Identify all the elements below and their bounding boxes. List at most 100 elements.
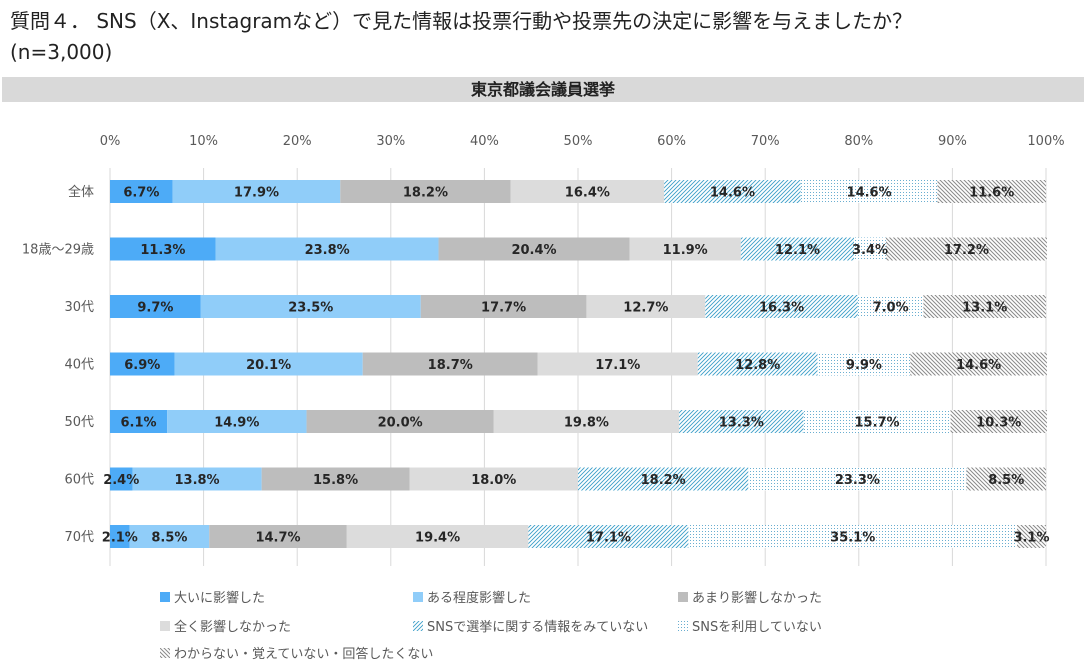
data-label: 14.7% [255, 531, 300, 546]
bar-segment [110, 237, 216, 261]
bar-segment [803, 410, 951, 433]
data-label: 17.9% [234, 186, 279, 201]
data-label: 16.4% [565, 186, 610, 201]
data-label: 6.1% [121, 416, 157, 431]
bar-segment [110, 295, 201, 318]
x-tick-label: 60% [657, 134, 686, 149]
bar-segment [923, 295, 1046, 318]
bar-segment [697, 352, 818, 376]
bar-segment [966, 467, 1046, 491]
legend-swatch [160, 648, 170, 658]
category-label: 30代 [64, 300, 94, 315]
data-label: 9.9% [846, 358, 882, 373]
bar-segment [493, 410, 680, 433]
legend-swatch [160, 621, 170, 631]
data-label: 13.3% [719, 416, 764, 431]
data-label: 19.4% [415, 531, 460, 546]
bar-segment [950, 410, 1047, 433]
x-tick-label: 30% [376, 134, 405, 149]
chart-title-line-2: (n=3,000) [10, 40, 113, 64]
legend-label: あまり影響しなかった [692, 590, 822, 606]
bars-layer: 6.7% 17.9% 18.2% 16.4% 14.6% 14.6% 11.6% 11.3% 2… [102, 180, 1050, 548]
x-tick-label: 90% [938, 134, 967, 149]
data-label: 17.2% [944, 243, 989, 258]
bar-segment [1016, 525, 1046, 548]
data-label: 15.8% [313, 473, 358, 488]
bar-segment [261, 467, 410, 491]
data-label: 8.5% [151, 531, 187, 546]
bar-segment [586, 295, 706, 318]
data-label: 12.7% [623, 301, 668, 316]
data-label: 17.1% [586, 531, 631, 546]
bar-segment [748, 467, 967, 491]
bar-segment [528, 525, 689, 548]
bar-segment [705, 295, 858, 318]
bar-segment [510, 180, 665, 203]
bar-segment [167, 410, 307, 433]
bar-segment [346, 525, 529, 548]
bar-segment [110, 352, 175, 376]
data-label: 18.0% [471, 473, 516, 488]
x-tick-label: 70% [751, 134, 780, 149]
bar-segment [172, 180, 341, 203]
data-label: 7.0% [873, 301, 909, 316]
x-tick-label: 50% [564, 134, 593, 149]
bar-segment [688, 525, 1017, 548]
data-label: 14.6% [710, 186, 755, 201]
data-label: 18.2% [403, 186, 448, 201]
bar-segment [885, 237, 1047, 261]
bar-segment [537, 352, 698, 376]
category-label: 50代 [64, 415, 94, 430]
data-label: 12.1% [775, 243, 820, 258]
category-label: 40代 [64, 358, 94, 373]
legend-label: わからない・覚えていない・回答したくない [174, 646, 433, 662]
data-label: 14.6% [956, 358, 1001, 373]
bar-segment [629, 237, 741, 261]
data-label: 20.1% [246, 358, 291, 373]
bar-segment [110, 410, 168, 433]
data-label: 3.4% [852, 243, 888, 258]
x-axis-tick-labels: 0% 10% 20% 30% 40% 50% 60% 70% 80% 90% 100% [100, 134, 1065, 149]
legend-swatch [160, 592, 170, 602]
data-label: 13.8% [174, 473, 219, 488]
x-tick-label: 20% [283, 134, 312, 149]
bar-segment [854, 237, 886, 261]
bar-segment [578, 467, 749, 491]
legend-swatch [413, 621, 423, 631]
data-label: 18.7% [428, 358, 473, 373]
data-label: 2.4% [103, 473, 139, 488]
legend-label: SNSで選挙に関する情報をみていない [427, 620, 648, 635]
data-label: 10.3% [976, 416, 1021, 431]
data-label: 9.7% [137, 301, 173, 316]
legend-label: ある程度影響した [427, 590, 531, 606]
bar-segment [306, 410, 494, 433]
legend-label: SNSを利用していない [692, 620, 822, 635]
bar-segment [110, 525, 130, 548]
bar-segment [174, 352, 363, 376]
bar-segment [215, 237, 439, 261]
bar-segment [857, 295, 924, 318]
bar-segment [910, 352, 1047, 376]
chart-title-line-1: 質問４． SNS（X、Instagramなど）で見た情報は投票行動や投票先の決定… [10, 9, 913, 33]
data-label: 16.3% [759, 301, 804, 316]
bar-segment [937, 180, 1046, 203]
x-tick-label: 40% [470, 134, 499, 149]
bar-segment [438, 237, 630, 261]
data-label: 20.0% [378, 416, 423, 431]
data-label: 15.7% [854, 416, 899, 431]
bar-segment [800, 180, 938, 203]
data-label: 20.4% [511, 243, 556, 258]
data-label: 11.9% [663, 243, 708, 258]
legend-swatch [678, 592, 688, 602]
bar-segment [664, 180, 801, 203]
data-label: 8.5% [988, 473, 1024, 488]
bar-segment [817, 352, 911, 376]
bar-segment [200, 295, 421, 318]
data-label: 6.9% [124, 358, 160, 373]
legend-swatch [678, 621, 688, 631]
data-label: 13.1% [962, 301, 1007, 316]
legend-swatch [413, 592, 423, 602]
data-label: 19.8% [564, 416, 609, 431]
bar-segment [740, 237, 855, 261]
